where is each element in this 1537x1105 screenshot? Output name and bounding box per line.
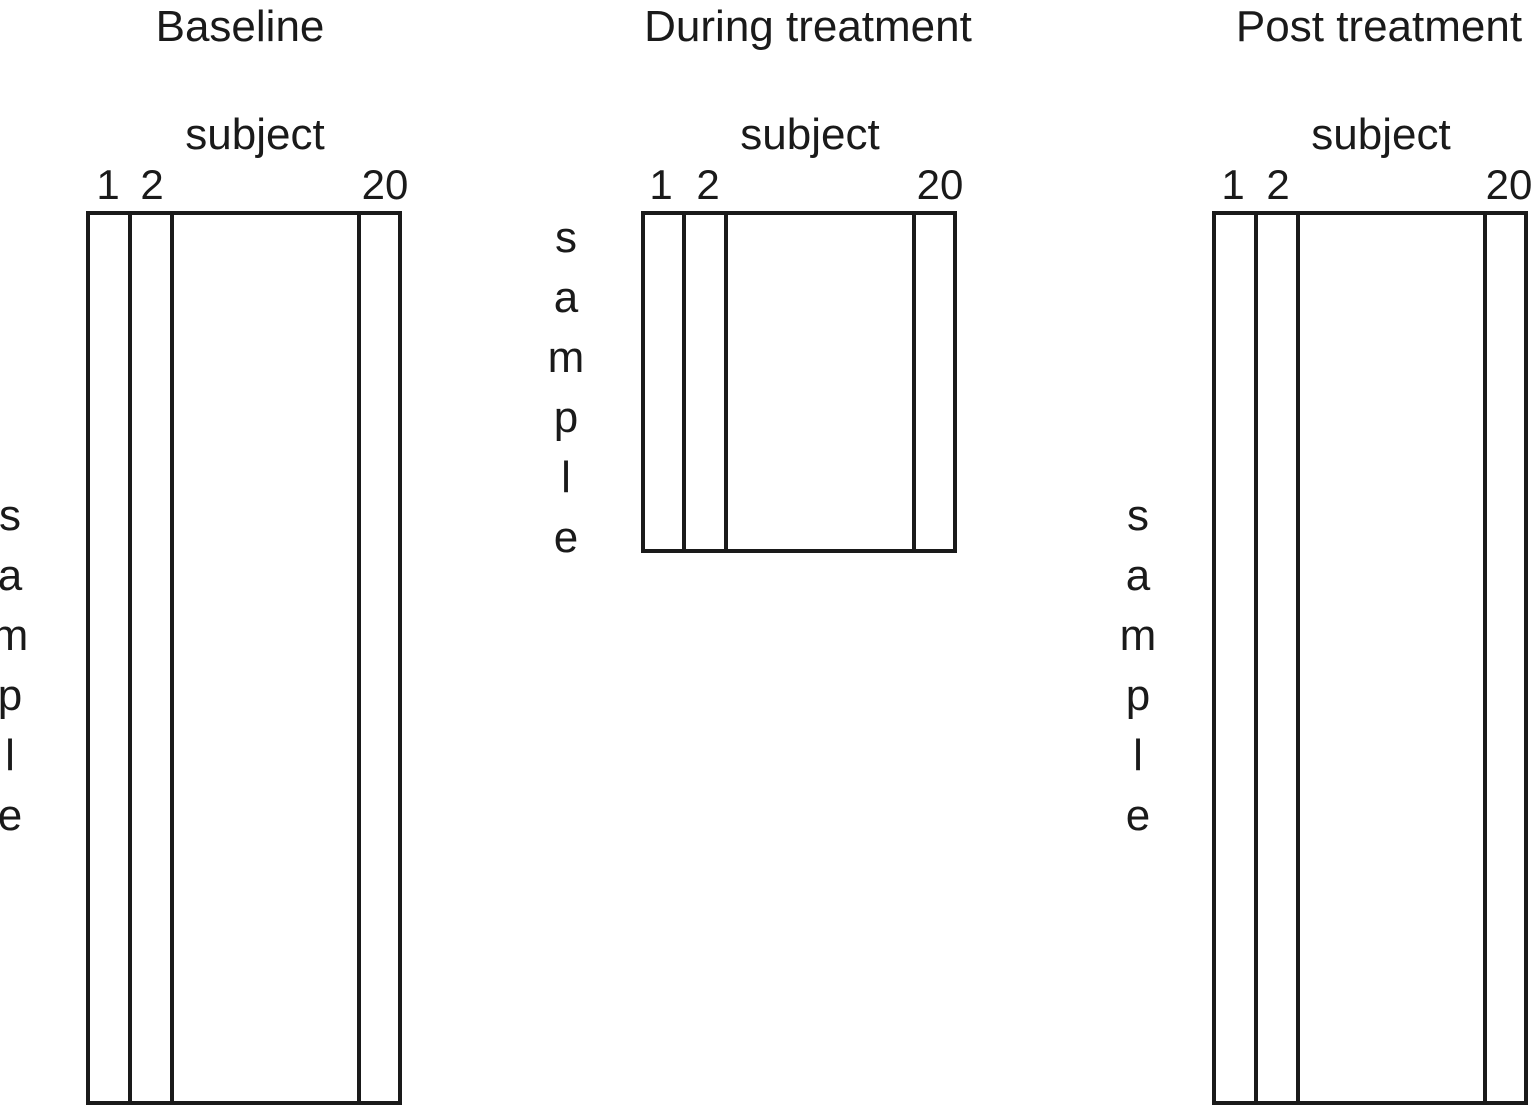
column-label-first: 1 (1221, 161, 1245, 208)
column-label-first: 1 (649, 161, 673, 208)
column-label-second: 2 (140, 161, 164, 208)
subject-label: subject (740, 110, 880, 159)
sample-label-letter: l (1133, 731, 1143, 780)
sample-label-letter: m (0, 611, 29, 660)
column-label-last: 20 (1485, 161, 1533, 208)
subject-label: subject (1311, 110, 1451, 159)
subject-label: subject (185, 110, 325, 159)
sample-label-letter: a (553, 273, 579, 322)
column-divider (724, 215, 728, 549)
sample-label-letter: m (1119, 611, 1157, 660)
column-divider (912, 215, 916, 549)
sample-label-letter: e (1125, 791, 1151, 840)
sample-label-letter: l (5, 731, 15, 780)
column-divider (682, 215, 686, 549)
panel-title: Baseline (155, 2, 325, 51)
column-divider (128, 215, 132, 1101)
column-label-last: 20 (916, 161, 964, 208)
column-divider (357, 215, 361, 1101)
panel-title: Post treatment (1235, 2, 1523, 51)
sample-label-letter: s (555, 213, 577, 262)
column-label-first: 1 (96, 161, 120, 208)
sample-label-letter: s (1127, 491, 1149, 540)
sample-label-letter: p (1125, 671, 1151, 720)
column-label-second: 2 (1266, 161, 1290, 208)
column-label-second: 2 (696, 161, 720, 208)
sample-label-letter: p (0, 671, 23, 720)
sample-label-letter: e (553, 513, 579, 562)
column-divider (1483, 215, 1487, 1101)
panel-title: During treatment (644, 2, 972, 51)
sample-label-letter: e (0, 791, 23, 840)
column-divider (1296, 215, 1300, 1101)
sample-subject-matrix (641, 211, 957, 553)
sample-label-letter: a (1125, 551, 1151, 600)
sample-subject-matrix (86, 211, 402, 1105)
column-divider (1254, 215, 1258, 1101)
sample-label-letter: l (561, 453, 571, 502)
sample-label-letter: s (0, 491, 21, 540)
sample-subject-matrix (1212, 211, 1528, 1105)
sample-label-letter: m (547, 333, 585, 382)
sample-label-letter: a (0, 551, 23, 600)
column-divider (170, 215, 174, 1101)
column-label-last: 20 (361, 161, 409, 208)
sample-label-letter: p (553, 393, 579, 442)
